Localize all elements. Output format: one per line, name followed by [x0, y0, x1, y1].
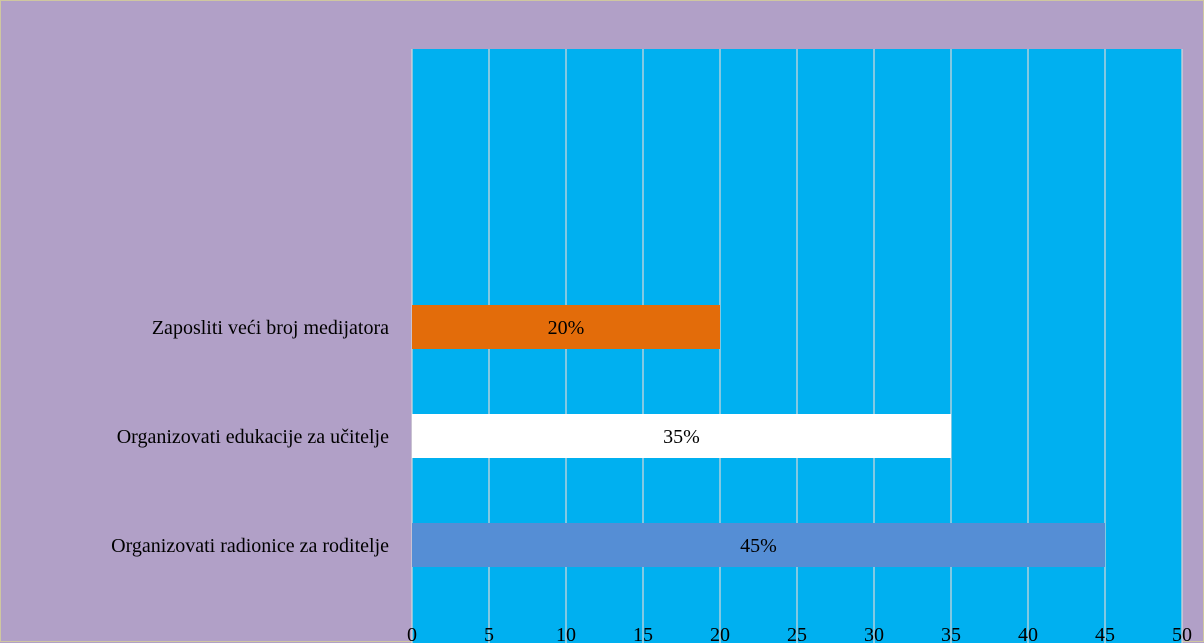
- x-tick-label-20: 20: [710, 624, 730, 643]
- bar-1: [412, 305, 720, 349]
- x-tick-label-0: 0: [407, 624, 417, 643]
- x-axis-tick-labels: 0 5 10 15 20 25 30 35 40 45 50: [407, 624, 1192, 643]
- category-label-1: Zaposliti veći broj medijatora: [152, 317, 389, 339]
- x-tick-label-30: 30: [864, 624, 884, 643]
- bars: [412, 305, 1105, 567]
- data-label-2: 35%: [663, 426, 700, 448]
- data-labels: 20% 35% 45%: [548, 317, 777, 557]
- category-label-2: Organizovati edukacije za učitelje: [117, 426, 389, 448]
- data-label-3: 45%: [740, 535, 777, 557]
- x-tick-label-50: 50: [1172, 624, 1192, 643]
- bar-3: [412, 523, 1105, 567]
- x-tick-label-40: 40: [1018, 624, 1038, 643]
- x-tick-label-25: 25: [787, 624, 807, 643]
- x-tick-label-10: 10: [556, 624, 576, 643]
- x-tick-label-15: 15: [633, 624, 653, 643]
- category-label-3: Organizovati radionice za roditelje: [111, 535, 389, 557]
- category-labels: Zaposliti veći broj medijatora Organizova…: [111, 317, 389, 557]
- x-tick-label-5: 5: [484, 624, 494, 643]
- bar-2: [412, 414, 951, 458]
- data-label-1: 20%: [548, 317, 585, 339]
- x-tick-label-45: 45: [1095, 624, 1115, 643]
- x-tick-label-35: 35: [941, 624, 961, 643]
